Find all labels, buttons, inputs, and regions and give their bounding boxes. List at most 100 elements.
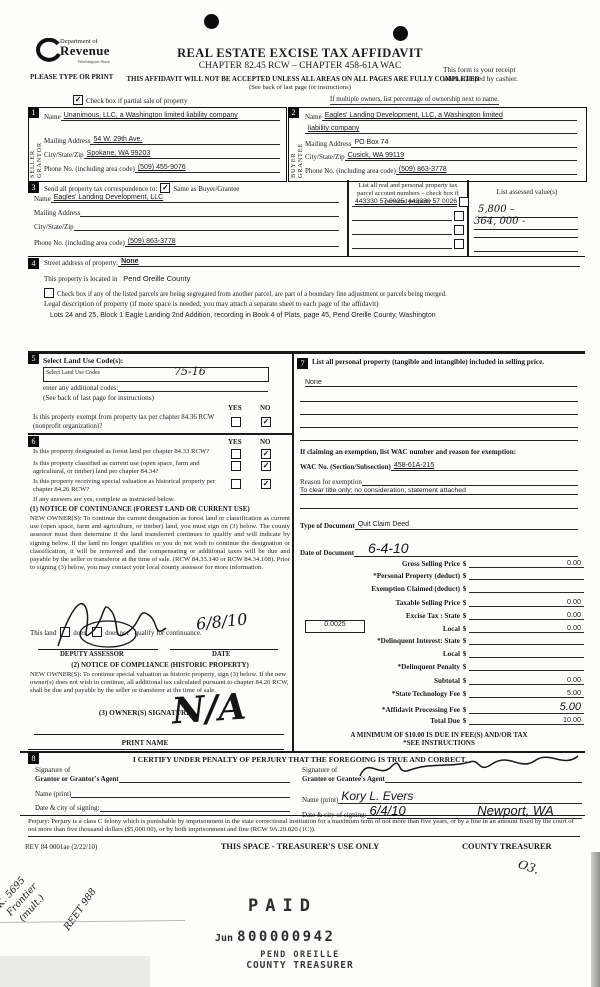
seller-name-row: Name Unanimous, LLC, a Washington limite… [44, 112, 280, 121]
current-use-no-checkbox[interactable]: ✓ [261, 461, 271, 471]
exempt-no-checkbox[interactable]: ✓ [261, 417, 271, 427]
historic-yes-checkbox[interactable] [231, 479, 241, 489]
owners-signature-na[interactable]: N/A [170, 685, 248, 733]
exempt-yes-checkbox[interactable] [231, 417, 241, 427]
reason-field[interactable] [361, 477, 578, 486]
buyer-name-field[interactable]: Eagles' Landing Development, LLC, a Wash… [321, 112, 577, 121]
assessed-row-3[interactable] [474, 229, 578, 238]
correspondence-city-field[interactable] [73, 222, 339, 231]
correspondence-phone-field[interactable]: (509) 863-3778 [124, 238, 339, 247]
seller-city-row: City/State/Zip Spokane, WA 99203 [44, 150, 280, 159]
exempt-question: Is this property exempt from property ta… [33, 414, 215, 430]
grantee-name-value[interactable]: Kory L. Evers [338, 789, 582, 804]
parcel-row-2 [352, 211, 464, 221]
buyer-phone-field[interactable]: (509) 863-3778 [395, 166, 577, 175]
land-use-dropdown[interactable]: Select Land Use Codes 75-16 [43, 365, 269, 382]
personal-property-checkbox[interactable] [459, 197, 470, 207]
grantor-date-field[interactable] [99, 803, 290, 812]
parcel-field[interactable] [352, 212, 452, 221]
seller-address-field[interactable]: 54 W. 29th Ave. [90, 136, 280, 145]
reason-value[interactable]: To clear title only; no consideration; s… [300, 487, 578, 495]
deputy-assessor-signature[interactable] [48, 588, 208, 654]
multiple-owners-note: If multiple owners, list percentage of o… [330, 96, 499, 105]
forest-no-checkbox[interactable]: ✓ [261, 449, 271, 459]
treasurer-use-only: THIS SPACE - TREASURER'S USE ONLY [220, 842, 380, 851]
personal-property-checkbox[interactable] [454, 225, 464, 235]
county-treasurer-stamp-line: COUNTY TREASURER [246, 960, 354, 971]
fee-label: Subtotal [434, 677, 460, 685]
no-header: NO [260, 404, 271, 412]
personal-property-checkbox[interactable] [454, 239, 464, 249]
grantor-name-field[interactable] [71, 789, 290, 798]
section-1-badge: 1 [28, 107, 39, 118]
rev-form-number: REV 84 0001ae (2/22/10) [25, 843, 98, 851]
fee-amount[interactable]: 0.00 [469, 610, 584, 620]
fee-amount[interactable] [469, 571, 584, 580]
buyer-address-field[interactable]: PO Box 74 [351, 139, 577, 148]
segregated-label: Check box if any of the listed parcels a… [57, 291, 447, 298]
fee-amount[interactable] [469, 649, 584, 658]
paid-stamp: PAID [248, 896, 317, 916]
additional-codes-field[interactable] [118, 383, 268, 392]
buyer-name-field-2[interactable]: liability company [305, 125, 577, 134]
parcel-row-1: 443330 57 0025; 443330 57 0026 [352, 197, 470, 207]
personal-property-header: List all personal property (tangible and… [312, 358, 545, 366]
scan-artifact-edge [591, 852, 600, 987]
segregated-checkbox[interactable] [44, 288, 54, 298]
tax-correspondence-row: Send all property tax correspondence to:… [44, 183, 240, 193]
buyer-city-field[interactable]: Cusick, WA 99119 [344, 152, 577, 161]
parcel-field[interactable] [352, 226, 452, 235]
assessed-row-1[interactable]: 5,800 – [478, 199, 578, 218]
correspondence-address-field[interactable] [80, 208, 339, 217]
fee-amount[interactable] [469, 636, 584, 645]
seller-box [28, 107, 287, 182]
personal-property-line[interactable] [300, 393, 578, 402]
grantor-date-row: Date & city of signing: [35, 803, 290, 812]
fee-amount[interactable] [469, 662, 584, 671]
same-as-buyer-checkbox[interactable]: ✓ [160, 183, 171, 193]
fee-amount[interactable]: 0.00 [469, 675, 584, 685]
located-in-row: This property is located in Pend Oreille… [44, 274, 191, 283]
fee-amount[interactable]: 5.00 [469, 688, 584, 698]
notice-compliance-body: NEW OWNER(S): To continue special valuat… [30, 671, 289, 695]
legal-description-value[interactable]: Lots 24 and 25, Block 1 Eagle Landing 2n… [50, 312, 436, 319]
parcel-field[interactable] [352, 240, 452, 249]
current-use-yes-checkbox[interactable] [231, 461, 241, 471]
assessed-row-4[interactable] [474, 243, 578, 252]
grantee-city-value[interactable]: Newport, WA [474, 803, 583, 819]
located-county-value[interactable]: Pend Oreille County [123, 274, 191, 283]
fee-amount[interactable]: 0.00 [469, 623, 584, 633]
personal-property-checkbox[interactable] [454, 211, 464, 221]
personal-property-value[interactable]: None [305, 379, 577, 387]
wac-number-field[interactable]: 458-61A-215 [390, 462, 578, 471]
fee-amount[interactable] [469, 584, 584, 593]
grantee-date-value[interactable]: 6/4/10 [366, 803, 475, 819]
fee-amount[interactable]: 0.00 [469, 558, 584, 568]
doc-date-value[interactable]: 6-4-10 [354, 540, 578, 557]
assessed-row-2[interactable]: 364, 000 - [474, 211, 578, 230]
personal-property-line[interactable] [300, 406, 578, 415]
section-2-badge: 2 [288, 107, 299, 118]
street-address-field[interactable]: None [118, 258, 580, 267]
fee-amount[interactable]: 10.00 [469, 715, 584, 725]
seller-city-field[interactable]: Spokane, WA 99203 [83, 150, 280, 159]
grantee-signature[interactable] [352, 748, 584, 784]
personal-property-line[interactable] [300, 432, 578, 441]
fee-label: Gross Selling Price [401, 560, 460, 568]
partial-sale-checkbox[interactable]: ✓ [73, 95, 83, 105]
fee-amount[interactable]: 0.00 [469, 597, 584, 607]
grantee-signature-field[interactable] [384, 774, 582, 783]
parcel-numbers-field[interactable]: 443330 57 0025; 443330 57 0026 [352, 198, 458, 207]
seller-name-field[interactable]: Unanimous, LLC, a Washington limited lia… [60, 112, 280, 121]
historic-no-checkbox[interactable]: ✓ [261, 479, 271, 489]
doc-type-value[interactable]: Quit Claim Deed [354, 521, 578, 530]
personal-property-line[interactable] [300, 419, 578, 428]
seller-phone-field[interactable]: (509) 455-9076 [134, 164, 280, 173]
fee-amount-handwritten[interactable]: 5.00 [469, 701, 584, 714]
correspondence-name-field[interactable]: Eagles' Landing Development, LLC [50, 194, 339, 203]
forest-yes-checkbox[interactable] [231, 449, 241, 459]
grantor-signature-field[interactable] [118, 774, 290, 783]
date-label: DATE [212, 651, 231, 658]
reason-line[interactable] [300, 500, 578, 509]
seller-side-label: SELLER GRANTOR [29, 142, 43, 178]
